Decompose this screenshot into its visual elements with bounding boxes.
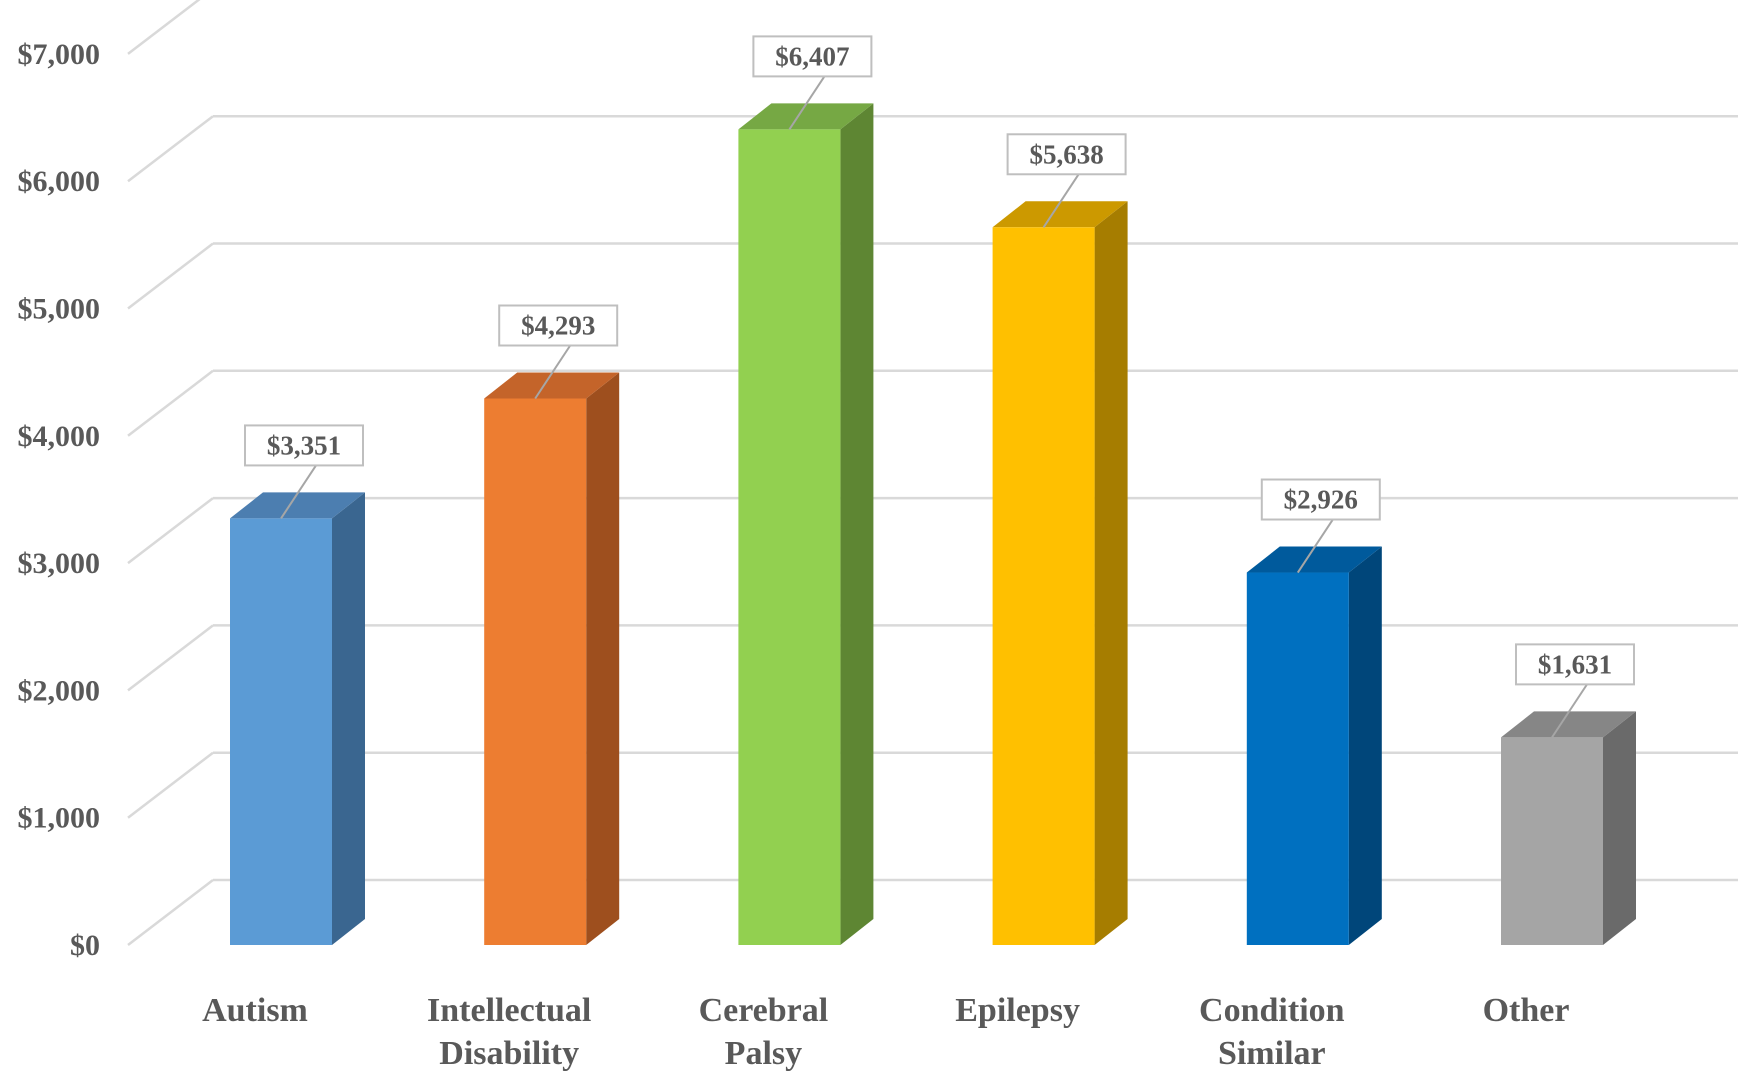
x-category-label: Autism bbox=[202, 992, 308, 1029]
bar-side bbox=[1603, 711, 1636, 945]
gridline-depth bbox=[127, 879, 214, 946]
y-tick-label: $5,000 bbox=[18, 293, 101, 326]
data-labels: $3,351 $4,293 $6,407 $5,638 $2,926 $1,631 bbox=[244, 35, 1635, 738]
x-category-label: Disability bbox=[439, 1035, 579, 1071]
data-label-box bbox=[1260, 478, 1381, 521]
chart-bars bbox=[230, 103, 1636, 945]
x-category-label: Cerebral bbox=[699, 992, 829, 1029]
y-tick-label: $1,000 bbox=[18, 802, 101, 835]
bar-side bbox=[1348, 546, 1382, 945]
bar-front bbox=[1246, 572, 1349, 945]
y-tick-label: $2,000 bbox=[18, 674, 101, 707]
gridline-depth bbox=[127, 624, 214, 692]
data-label-text: $1,631 bbox=[1538, 649, 1612, 679]
data-label-box bbox=[244, 424, 364, 467]
x-category-label: Similar bbox=[1218, 1035, 1326, 1071]
chart-gridlines bbox=[127, 0, 1738, 946]
y-tick-label: $4,000 bbox=[18, 420, 101, 453]
data-label: $4,293 bbox=[498, 304, 619, 400]
bar-cerebral-palsy bbox=[738, 103, 874, 945]
bar-epilepsy bbox=[992, 201, 1128, 945]
gridline-depth bbox=[127, 751, 214, 819]
bar-front bbox=[738, 129, 841, 945]
data-label: $6,407 bbox=[752, 35, 873, 130]
gridline-depth bbox=[127, 497, 214, 565]
gridline-depth bbox=[127, 0, 201, 55]
data-label-text: $5,638 bbox=[1029, 139, 1103, 169]
x-axis-category-labels: Autism Intellectual Disability Cerebral Pals… bbox=[202, 992, 1569, 1071]
x-category-label: Epilepsy bbox=[955, 992, 1080, 1029]
x-category-label: Condition bbox=[1199, 992, 1345, 1029]
bar-top bbox=[992, 201, 1128, 228]
leader-line bbox=[1042, 173, 1080, 228]
bar-top bbox=[1246, 546, 1382, 573]
bar-other bbox=[1501, 711, 1636, 945]
x-category-label: Palsy bbox=[725, 1035, 802, 1071]
data-label: $2,926 bbox=[1260, 478, 1381, 574]
bar-side bbox=[840, 103, 874, 945]
data-label-box bbox=[752, 35, 873, 78]
y-tick-label: $6,000 bbox=[18, 165, 101, 198]
leader-line bbox=[534, 344, 572, 400]
gridline-depth bbox=[127, 115, 214, 183]
y-tick-label: $0 bbox=[70, 929, 100, 962]
bar-side bbox=[586, 372, 620, 945]
leader-line bbox=[280, 464, 317, 519]
data-label-text: $6,407 bbox=[775, 41, 849, 71]
y-axis-tick-labels: $0 $1,000 $2,000 $3,000 $4,000 $5,000 $6,000 $7… bbox=[18, 38, 101, 962]
data-label: $3,351 bbox=[244, 424, 364, 519]
bar-top bbox=[1501, 711, 1636, 738]
bar-front bbox=[1501, 737, 1603, 945]
bar-autism bbox=[230, 492, 365, 945]
bar-front bbox=[992, 227, 1095, 945]
data-label-box bbox=[1006, 133, 1127, 176]
data-label-box bbox=[1515, 643, 1635, 686]
y-tick-label: $3,000 bbox=[18, 547, 101, 580]
leader-line bbox=[788, 75, 826, 130]
data-label-text: $3,351 bbox=[267, 430, 341, 460]
bar-top bbox=[484, 372, 620, 399]
gridline-depth bbox=[127, 242, 214, 310]
gridline-depth bbox=[127, 369, 214, 437]
data-label: $1,631 bbox=[1515, 643, 1635, 738]
bar-front bbox=[484, 398, 587, 945]
bar-side bbox=[332, 492, 365, 945]
data-label: $5,638 bbox=[1006, 133, 1127, 228]
data-label-text: $2,926 bbox=[1284, 485, 1358, 515]
bar-top bbox=[230, 492, 365, 519]
y-tick-label: $7,000 bbox=[18, 38, 101, 71]
bar-intellectual-disability bbox=[484, 372, 620, 945]
bar-condition-similar bbox=[1246, 546, 1382, 945]
bar-top bbox=[738, 103, 874, 130]
bar-side bbox=[1094, 201, 1128, 945]
data-label-box bbox=[498, 304, 619, 347]
data-label-text: $4,293 bbox=[521, 311, 595, 341]
leader-line bbox=[1296, 518, 1334, 574]
x-category-label: Other bbox=[1483, 992, 1570, 1029]
leader-line bbox=[1551, 683, 1588, 738]
x-category-label: Intellectual bbox=[427, 992, 591, 1029]
bar-front bbox=[230, 518, 332, 945]
